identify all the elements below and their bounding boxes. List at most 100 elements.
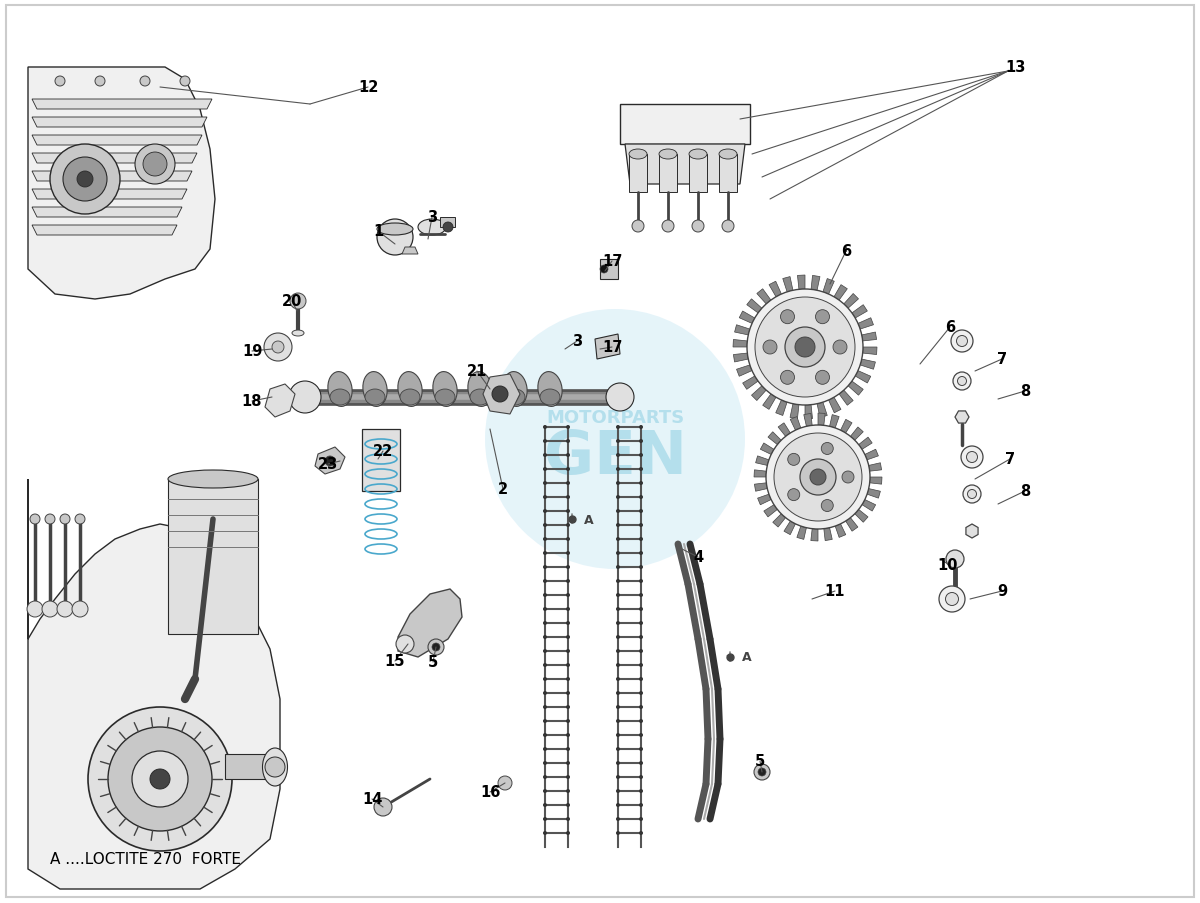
- Polygon shape: [733, 340, 748, 348]
- Polygon shape: [739, 312, 755, 324]
- Ellipse shape: [328, 372, 352, 407]
- Text: 4: 4: [692, 550, 703, 565]
- Circle shape: [428, 639, 444, 656]
- Circle shape: [616, 664, 620, 667]
- Circle shape: [566, 440, 570, 443]
- Circle shape: [640, 509, 643, 514]
- Polygon shape: [829, 415, 839, 428]
- Circle shape: [780, 311, 794, 324]
- Polygon shape: [966, 525, 978, 538]
- Circle shape: [108, 727, 212, 831]
- Text: 14: 14: [362, 792, 382, 806]
- Bar: [659, 154, 677, 192]
- Ellipse shape: [470, 389, 490, 405]
- Polygon shape: [860, 359, 876, 370]
- Circle shape: [132, 751, 188, 807]
- Circle shape: [542, 747, 547, 751]
- Circle shape: [640, 593, 643, 598]
- Circle shape: [566, 565, 570, 570]
- Circle shape: [787, 454, 799, 466]
- Circle shape: [272, 341, 284, 354]
- Circle shape: [640, 481, 643, 486]
- Circle shape: [616, 425, 620, 430]
- Circle shape: [566, 425, 570, 430]
- Circle shape: [150, 769, 170, 789]
- Polygon shape: [848, 382, 863, 396]
- Polygon shape: [28, 68, 215, 300]
- Circle shape: [616, 453, 620, 458]
- Circle shape: [763, 340, 778, 355]
- Ellipse shape: [263, 749, 288, 787]
- Circle shape: [542, 789, 547, 793]
- Circle shape: [72, 601, 88, 618]
- Text: 7: 7: [997, 352, 1007, 368]
- Polygon shape: [743, 377, 758, 390]
- Polygon shape: [868, 489, 881, 498]
- Polygon shape: [32, 100, 212, 110]
- Circle shape: [432, 643, 440, 651]
- Circle shape: [485, 310, 745, 570]
- Polygon shape: [791, 417, 800, 431]
- Circle shape: [566, 747, 570, 751]
- Polygon shape: [316, 448, 346, 474]
- Circle shape: [616, 509, 620, 514]
- Circle shape: [640, 817, 643, 821]
- Ellipse shape: [433, 372, 457, 407]
- Circle shape: [833, 340, 847, 355]
- Bar: [362, 430, 400, 491]
- Circle shape: [758, 768, 766, 777]
- Circle shape: [640, 425, 643, 430]
- Circle shape: [640, 691, 643, 695]
- Polygon shape: [805, 405, 812, 420]
- Ellipse shape: [503, 372, 527, 407]
- Circle shape: [640, 677, 643, 681]
- Polygon shape: [733, 354, 749, 363]
- Text: 16: 16: [480, 785, 500, 800]
- Polygon shape: [600, 260, 618, 280]
- Polygon shape: [32, 154, 197, 163]
- Text: A: A: [742, 651, 751, 664]
- Circle shape: [632, 220, 644, 233]
- Polygon shape: [846, 518, 858, 532]
- Circle shape: [566, 831, 570, 835]
- Circle shape: [616, 789, 620, 793]
- Text: 18: 18: [241, 394, 263, 409]
- Circle shape: [616, 524, 620, 527]
- Circle shape: [542, 496, 547, 499]
- Polygon shape: [844, 294, 858, 309]
- Circle shape: [542, 425, 547, 430]
- Polygon shape: [754, 470, 767, 478]
- Polygon shape: [265, 385, 295, 417]
- Polygon shape: [775, 401, 787, 416]
- Circle shape: [964, 486, 982, 504]
- Circle shape: [542, 691, 547, 695]
- Circle shape: [140, 77, 150, 87]
- Bar: [226, 754, 280, 779]
- Polygon shape: [817, 403, 827, 418]
- Circle shape: [143, 153, 167, 177]
- Circle shape: [640, 440, 643, 443]
- Circle shape: [842, 471, 854, 483]
- Text: 6: 6: [944, 321, 955, 335]
- Circle shape: [566, 733, 570, 737]
- Circle shape: [95, 77, 106, 87]
- Circle shape: [566, 691, 570, 695]
- Ellipse shape: [168, 470, 258, 489]
- Polygon shape: [734, 325, 750, 336]
- Circle shape: [616, 565, 620, 570]
- Circle shape: [780, 371, 794, 385]
- Polygon shape: [865, 450, 878, 461]
- Circle shape: [566, 636, 570, 639]
- Circle shape: [566, 593, 570, 598]
- Circle shape: [264, 333, 292, 361]
- Circle shape: [265, 757, 286, 777]
- Circle shape: [566, 552, 570, 555]
- Circle shape: [953, 373, 971, 391]
- Circle shape: [566, 649, 570, 653]
- Circle shape: [566, 468, 570, 471]
- Circle shape: [542, 831, 547, 835]
- Text: 20: 20: [282, 294, 302, 309]
- Polygon shape: [28, 479, 280, 889]
- Ellipse shape: [538, 372, 562, 407]
- Circle shape: [566, 453, 570, 458]
